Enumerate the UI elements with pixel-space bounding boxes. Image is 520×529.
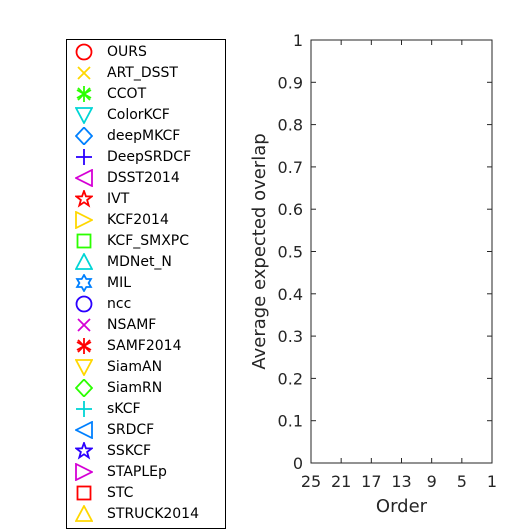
legend-label: SSKCF	[107, 443, 152, 459]
legend-entry: STC	[67, 483, 225, 504]
legend-entry: deepMKCF	[67, 126, 225, 147]
legend-entry: MDNet_N	[67, 252, 225, 273]
legend-label: ART_DSST	[107, 65, 178, 81]
legend-entry: sKCF	[67, 399, 225, 420]
legend-entry: ART_DSST	[67, 63, 225, 84]
legend-label: KCF_SMXPC	[107, 233, 190, 249]
legend-label: OURS	[107, 44, 147, 60]
y-tick-label: 0.9	[278, 73, 303, 92]
y-tick-label: 0.5	[278, 243, 303, 262]
legend-entry: DeepSRDCF	[67, 147, 225, 168]
plot-frame	[310, 39, 493, 464]
y-tick-label: 1	[293, 31, 303, 50]
y-tick-label: 0.4	[278, 285, 303, 304]
legend-entry: STAPLEp	[67, 462, 225, 483]
legend-label: CCOT	[107, 86, 147, 102]
y-axis-label: Average expected overlap	[249, 133, 270, 369]
legend-entry: ColorKCF	[67, 105, 225, 126]
y-tick-label: 0.7	[278, 158, 303, 177]
y-tick-label: 0.2	[278, 369, 303, 388]
legend-entry: OURS	[67, 42, 225, 63]
legend-label: IVT	[107, 191, 130, 207]
legend-entry: MIL	[67, 273, 225, 294]
legend-label: DSST2014	[107, 170, 180, 186]
legend-label: sKCF	[107, 401, 141, 417]
legend-entry: NSAMF	[67, 315, 225, 336]
legend-entry: IVT	[67, 189, 225, 210]
legend-label: MIL	[107, 275, 132, 291]
x-tick-label: 13	[391, 472, 411, 491]
legend-entry: SSKCF	[67, 441, 225, 462]
legend-entry: CCOT	[67, 84, 225, 105]
legend-label: STAPLEp	[107, 464, 167, 480]
y-tick-label: 0.3	[278, 327, 303, 346]
x-axis-label: Order	[376, 496, 428, 517]
x-tick-label: 1	[487, 472, 497, 491]
legend-entry: SiamRN	[67, 378, 225, 399]
legend-label: STC	[107, 485, 134, 501]
legend-label: deepMKCF	[107, 128, 181, 144]
x-tick-label: 5	[457, 472, 467, 491]
legend: OURS ART_DSST CCOT ColorKCF deepMKCF DeepSRDC…	[66, 39, 226, 529]
legend-label: SiamRN	[107, 380, 163, 396]
x-tick-label: 17	[361, 472, 381, 491]
legend-label: ColorKCF	[107, 107, 170, 123]
legend-label: STRUCK2014	[107, 506, 199, 522]
legend-label: ncc	[107, 296, 132, 312]
x-axis: 25 21 17 13 9 5 1	[301, 40, 497, 491]
y-tick-label: 0	[293, 454, 303, 473]
legend-label: DeepSRDCF	[107, 149, 192, 165]
legend-label: MDNet_N	[107, 254, 172, 270]
legend-entry: SiamAN	[67, 357, 225, 378]
legend-label: SAMF2014	[107, 338, 182, 354]
legend-entry: SAMF2014	[67, 336, 225, 357]
legend-label: NSAMF	[107, 317, 157, 333]
legend-label: SRDCF	[107, 422, 155, 438]
legend-entry: ncc	[67, 294, 225, 315]
legend-entry: KCF2014	[67, 210, 225, 231]
legend-label: KCF2014	[107, 212, 169, 228]
y-tick-label: 0.1	[278, 412, 303, 431]
y-tick-label: 0.8	[278, 116, 303, 135]
legend-entry: KCF_SMXPC	[67, 231, 225, 252]
legend-entry: SRDCF	[67, 420, 225, 441]
x-tick-label: 25	[301, 472, 321, 491]
y-axis: 0 0.1 0.2 0.3 0.4 0.5 0.6 0.7 0.8 0.9 1	[278, 31, 492, 473]
x-tick-label: 21	[331, 472, 351, 491]
legend-entry: DSST2014	[67, 168, 225, 189]
legend-label: SiamAN	[107, 359, 163, 375]
y-tick-label: 0.6	[278, 200, 303, 219]
x-tick-label: 9	[427, 472, 437, 491]
